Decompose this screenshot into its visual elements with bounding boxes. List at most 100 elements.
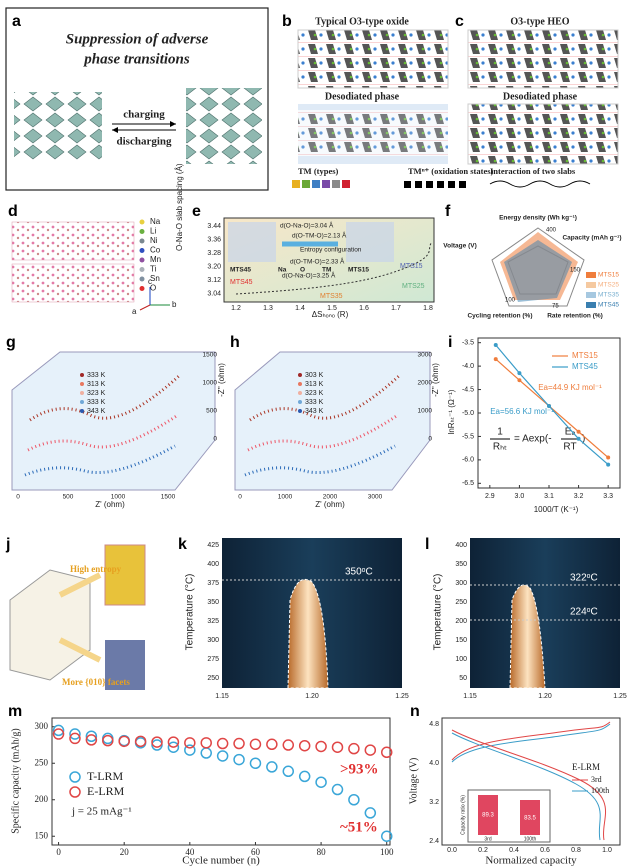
- inset-label: Na: [278, 267, 287, 274]
- panel-j: j High entropy More {010} facets: [5, 536, 146, 690]
- x-tick-label: 2.9: [485, 493, 495, 500]
- plot-frame: [441, 717, 621, 846]
- data-point: [348, 742, 360, 755]
- annotation: d(O-TM-O)=2.13 Å: [292, 231, 347, 240]
- legend-label: Sn: [150, 274, 160, 283]
- x-tick-label: 0.0: [447, 847, 457, 854]
- legend-label: Li: [150, 227, 156, 236]
- legend-label: 313 K: [87, 381, 106, 388]
- data-point: [134, 735, 147, 748]
- panel-subtitle: Desodiated phase: [325, 91, 400, 102]
- y-tick-label: -4.5: [462, 386, 474, 393]
- y-tick-label: 300: [455, 580, 467, 587]
- x-tick-label: 1.2: [231, 305, 241, 312]
- legend-label: E-LRM: [87, 784, 125, 798]
- data-point: [200, 737, 212, 749]
- data-point: [606, 455, 611, 460]
- panel-label: k: [178, 536, 187, 553]
- structure: [186, 88, 262, 164]
- structure: [298, 110, 448, 156]
- structure: [104, 544, 146, 606]
- x-tick-label: 0: [16, 494, 20, 501]
- x-tick-label: 1.7: [391, 305, 401, 312]
- legend-label: MTS35: [598, 292, 619, 299]
- y-tick-label: 250: [455, 599, 467, 606]
- legend-label: TM (types): [298, 166, 339, 176]
- data-point: [380, 746, 393, 759]
- legend-label: Ti: [150, 265, 157, 274]
- z-tick-label: 500: [206, 408, 217, 415]
- panel-i: i 1000/T (K⁻¹) lnRₕₜ⁻¹ (Ω⁻¹) Ea=44.9 KJ …: [447, 334, 621, 514]
- annotation: d(O-TM-O)=2.33 Å: [290, 257, 345, 266]
- annotation: d(O-Na-O)=3.25 Å: [282, 271, 336, 280]
- x-tick-label: 3.2: [574, 493, 584, 500]
- legend-dot: [80, 409, 84, 413]
- x-tick-label: 1.4: [295, 305, 305, 312]
- y-tick-label: 275: [207, 656, 219, 663]
- z-tick-label: 1000: [203, 380, 218, 387]
- y-tick-label: 250: [35, 757, 49, 767]
- inset-label: O: [300, 267, 305, 274]
- eis-curve: [247, 413, 399, 452]
- legend-swatches: [292, 180, 591, 188]
- arrow-head: [112, 127, 118, 133]
- legend-dot: [139, 248, 145, 253]
- z-tick-label: 3000: [418, 352, 433, 359]
- heat-region: [509, 584, 546, 689]
- x-tick-label: 0.4: [509, 847, 519, 854]
- structure: [297, 29, 449, 89]
- z-tick-label: 1000: [418, 408, 433, 415]
- panel-label: j: [5, 536, 10, 553]
- annotation: 224ᵒC: [570, 607, 598, 618]
- x-tick-label: 60: [251, 847, 261, 857]
- inset-bar: [478, 795, 498, 835]
- legend-label: 333 K: [87, 399, 106, 406]
- y-tick-label: 3.2: [429, 799, 439, 806]
- x-tick-label: 1.20: [538, 693, 552, 700]
- inset-label: MTS45: [230, 267, 251, 274]
- y-tick-label: 3.04: [207, 290, 221, 297]
- legend-label: T-LRM: [87, 769, 124, 783]
- point-label: MTS35: [320, 293, 343, 300]
- data-point: [547, 403, 551, 408]
- y-tick-label: 150: [455, 637, 467, 644]
- structure: [14, 92, 102, 160]
- plot-frame: [51, 717, 391, 846]
- data-point: [517, 378, 522, 383]
- panel-frame: [5, 7, 269, 191]
- inset: [228, 222, 276, 262]
- panel-label: l: [425, 536, 429, 553]
- legend-dot: [80, 391, 84, 395]
- legend-dot: [298, 400, 302, 404]
- x-tick-label: 1.15: [463, 693, 477, 700]
- y-tick-label: 3.44: [207, 223, 221, 230]
- legend-label: MTS45: [572, 362, 598, 371]
- legend-label: 343 K: [87, 408, 106, 415]
- plot-box: [11, 351, 216, 491]
- axis-label: Specific capacity (mAh/g): [10, 728, 21, 834]
- data-point: [69, 728, 81, 740]
- curve: [451, 723, 611, 763]
- panel-f: f: [445, 203, 596, 308]
- y-tick-label: -5.0: [462, 410, 474, 417]
- y-tick-label: 3.20: [207, 263, 221, 270]
- heatmap: [470, 538, 620, 688]
- data-point: [52, 728, 65, 740]
- x-tick-label: 1.6: [359, 305, 369, 312]
- x-tick-label: 40: [185, 847, 195, 857]
- data-point: [266, 761, 278, 773]
- legend-swatch: [586, 292, 596, 298]
- data-point: [102, 734, 114, 747]
- x-tick-label: 2000: [323, 494, 338, 501]
- y-tick-label: 2.4: [429, 838, 439, 845]
- x-tick-label: 1.5: [327, 305, 337, 312]
- radar-tick: 75: [552, 304, 559, 310]
- z-tick-label: 0: [428, 436, 432, 443]
- data-point: [200, 747, 212, 759]
- data-point: [266, 738, 278, 751]
- panel-title: Typical O3-type oxide: [315, 16, 409, 27]
- legend-dot: [298, 373, 302, 377]
- x-tick-label: 1.3: [263, 305, 273, 312]
- arrow-label: charging: [123, 109, 165, 121]
- bar-label: 89.3: [482, 813, 494, 819]
